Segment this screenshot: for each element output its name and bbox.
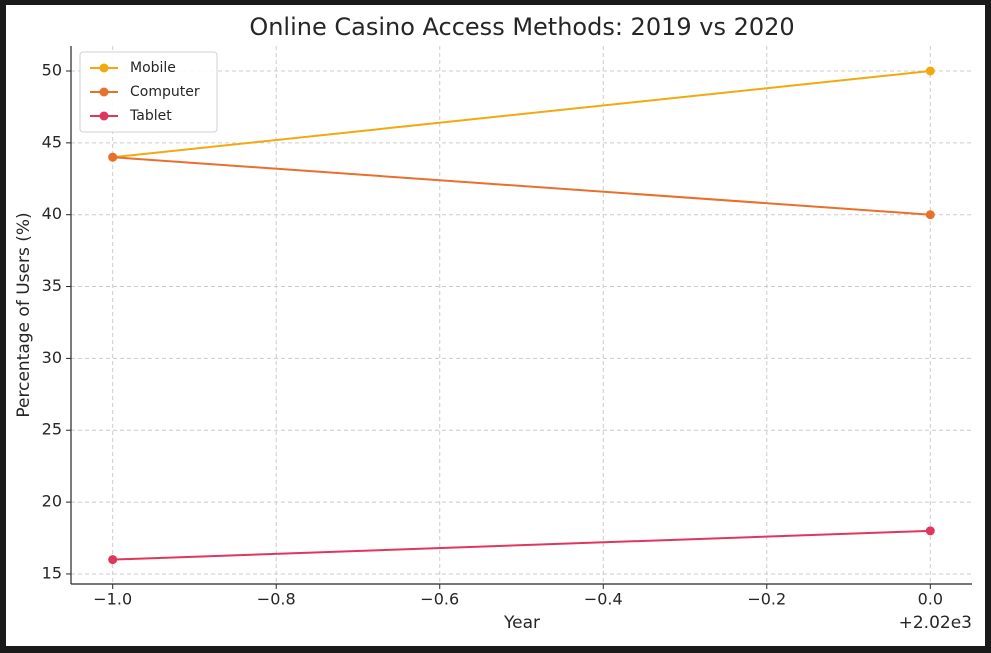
chart-title: Online Casino Access Methods: 2019 vs 20… <box>249 13 794 41</box>
y-axis-label: Percentage of Users (%) <box>14 212 34 417</box>
y-tick-label: 25 <box>42 420 62 439</box>
data-point <box>108 152 118 162</box>
y-tick-label: 40 <box>42 204 62 223</box>
y-tick-label: 20 <box>42 492 62 511</box>
data-point <box>925 210 935 220</box>
legend-box <box>79 51 218 133</box>
x-tick-label: −0.4 <box>584 590 623 609</box>
x-tick-label: 0.0 <box>918 590 943 609</box>
y-tick-label: 15 <box>42 563 62 582</box>
legend-marker <box>99 87 109 97</box>
data-point <box>925 66 935 76</box>
x-offset-label: +2.02e3 <box>899 613 972 633</box>
y-tick-label: 30 <box>42 348 62 367</box>
x-axis-label: Year <box>503 613 540 633</box>
series-line <box>112 70 931 159</box>
series-line <box>112 156 931 216</box>
x-tick-label: −0.2 <box>747 590 786 609</box>
data-point <box>925 526 935 536</box>
legend-label: Computer <box>130 84 200 100</box>
series-line <box>112 529 931 561</box>
legend-marker <box>99 63 109 73</box>
y-tick-label: 45 <box>42 132 62 151</box>
legend-marker <box>99 111 109 121</box>
x-tick-label: −0.8 <box>257 590 296 609</box>
y-tick-label: 50 <box>42 61 62 80</box>
y-tick-label: 35 <box>42 276 62 295</box>
x-tick-label: −1.0 <box>93 590 132 609</box>
data-point <box>108 555 118 565</box>
legend-label: Mobile <box>130 60 176 76</box>
legend-label: Tablet <box>129 108 172 124</box>
x-tick-label: −0.6 <box>420 590 459 609</box>
